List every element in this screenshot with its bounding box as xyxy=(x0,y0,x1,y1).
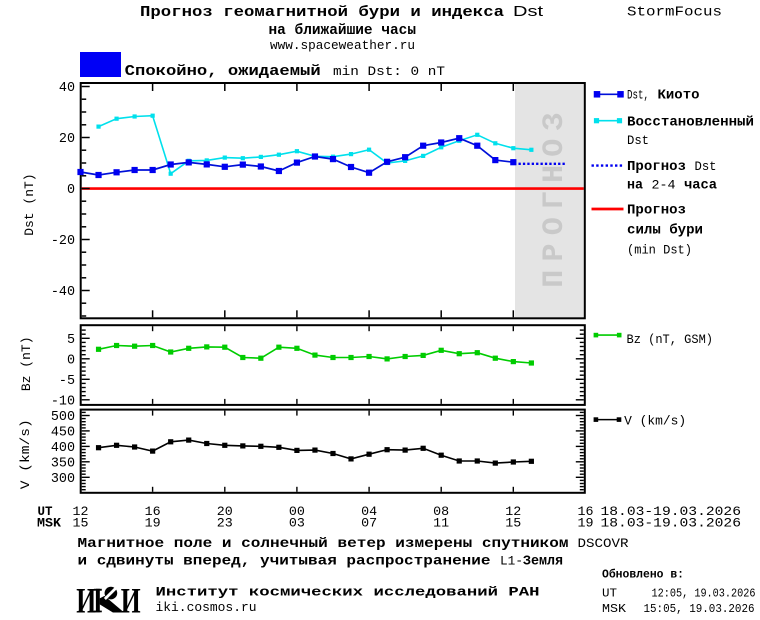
svg-text:силы бури: силы бури xyxy=(627,223,703,239)
svg-text:Прогноз: Прогноз xyxy=(627,204,686,219)
svg-text:И: И xyxy=(121,580,141,620)
svg-text:19: 19 xyxy=(578,516,594,531)
svg-text:MSK: MSK xyxy=(602,602,627,616)
svg-text:Киото: Киото xyxy=(658,89,700,104)
svg-text:-20: -20 xyxy=(51,234,75,249)
svg-text:MSK: MSK xyxy=(37,517,62,531)
svg-text:350: 350 xyxy=(51,456,75,471)
svg-text:Обновлено в:: Обновлено в: xyxy=(602,569,684,582)
svg-text:0: 0 xyxy=(67,353,75,368)
svg-text:16: 16 xyxy=(578,504,594,519)
svg-text:Bz (nT): Bz (nT) xyxy=(19,336,34,391)
svg-text:15:05, 19.03.2026: 15:05, 19.03.2026 xyxy=(644,602,755,616)
svg-text:часа: часа xyxy=(684,179,717,194)
svg-text:Восстановленный: Восстановленный xyxy=(627,116,754,131)
svg-text:на ближайшие часы: на ближайшие часы xyxy=(269,22,417,39)
svg-text:2-4: 2-4 xyxy=(652,178,676,193)
svg-text:23: 23 xyxy=(217,516,233,531)
svg-text:iki.cosmos.ru: iki.cosmos.ru xyxy=(156,600,257,615)
svg-text:00: 00 xyxy=(289,504,305,519)
svg-text:07: 07 xyxy=(361,516,377,531)
svg-text:Магнитное поле и солнечный вет: Магнитное поле и солнечный ветер измерен… xyxy=(78,537,569,552)
svg-text:Dst: Dst xyxy=(627,133,649,148)
svg-text:-40: -40 xyxy=(51,285,75,300)
svg-text:20: 20 xyxy=(217,504,233,519)
svg-text:15: 15 xyxy=(73,516,89,531)
svg-text:И: И xyxy=(76,580,96,620)
svg-text:400: 400 xyxy=(51,441,75,456)
svg-text:19: 19 xyxy=(145,516,161,531)
svg-text:300: 300 xyxy=(51,472,75,487)
svg-text:16: 16 xyxy=(145,504,161,519)
svg-text:V (km/s): V (km/s) xyxy=(624,414,686,429)
svg-text:0: 0 xyxy=(67,183,75,198)
svg-text:Спокойно, ожидаемый: Спокойно, ожидаемый xyxy=(125,64,321,80)
svg-text:15: 15 xyxy=(505,516,521,531)
svg-text:04: 04 xyxy=(361,504,377,519)
svg-text:11: 11 xyxy=(433,516,449,531)
svg-text:Земля: Земля xyxy=(523,555,563,570)
svg-text:12: 12 xyxy=(505,504,521,519)
svg-text:StormFocus: StormFocus xyxy=(627,6,722,21)
svg-text:08: 08 xyxy=(433,504,449,519)
svg-text:Dst: Dst xyxy=(513,3,544,20)
svg-text:Dst (nT): Dst (nT) xyxy=(22,173,37,235)
svg-text:и сдвинуты вперед, учитывая ра: и сдвинуты вперед, учитывая распростране… xyxy=(78,555,491,570)
svg-text:500: 500 xyxy=(51,410,75,425)
svg-text:ПРОГНОЗ: ПРОГНОЗ xyxy=(538,104,572,287)
svg-text:на: на xyxy=(627,179,643,194)
svg-text:UT: UT xyxy=(602,587,617,601)
svg-text:min Dst: 0 nT: min Dst: 0 nT xyxy=(333,64,445,79)
svg-text:Dst,: Dst, xyxy=(627,88,649,103)
svg-text:Прогноз геомагнитной бури и ин: Прогноз геомагнитной бури и индекса xyxy=(140,4,504,21)
svg-text:L1-: L1- xyxy=(500,554,523,569)
svg-text:Bz (nT, GSM): Bz (nT, GSM) xyxy=(627,332,714,347)
svg-text:12: 12 xyxy=(73,504,89,519)
svg-text:12:05, 19.03.2026: 12:05, 19.03.2026 xyxy=(652,587,756,601)
svg-text:450: 450 xyxy=(51,426,75,441)
svg-text:UT: UT xyxy=(38,505,53,519)
svg-text:20: 20 xyxy=(59,132,75,147)
svg-text:DSCOVR: DSCOVR xyxy=(578,536,629,551)
svg-text:Институт космических исследова: Институт космических исследований РАН xyxy=(156,585,540,600)
svg-text:40: 40 xyxy=(59,81,75,96)
svg-text:18.03-19.03.2026: 18.03-19.03.2026 xyxy=(601,504,742,519)
svg-text:Dst: Dst xyxy=(695,159,717,174)
svg-text:18.03-19.03.2026: 18.03-19.03.2026 xyxy=(601,516,742,531)
svg-text:Прогноз: Прогноз xyxy=(627,160,686,175)
svg-text:-5: -5 xyxy=(59,374,75,389)
svg-text:5: 5 xyxy=(67,333,75,348)
svg-text:V (km/s): V (km/s) xyxy=(18,419,33,489)
svg-text:(min Dst): (min Dst) xyxy=(627,243,692,258)
svg-text:03: 03 xyxy=(289,516,305,531)
svg-text:www.spaceweather.ru: www.spaceweather.ru xyxy=(270,38,415,53)
svg-text:-10: -10 xyxy=(51,394,75,409)
